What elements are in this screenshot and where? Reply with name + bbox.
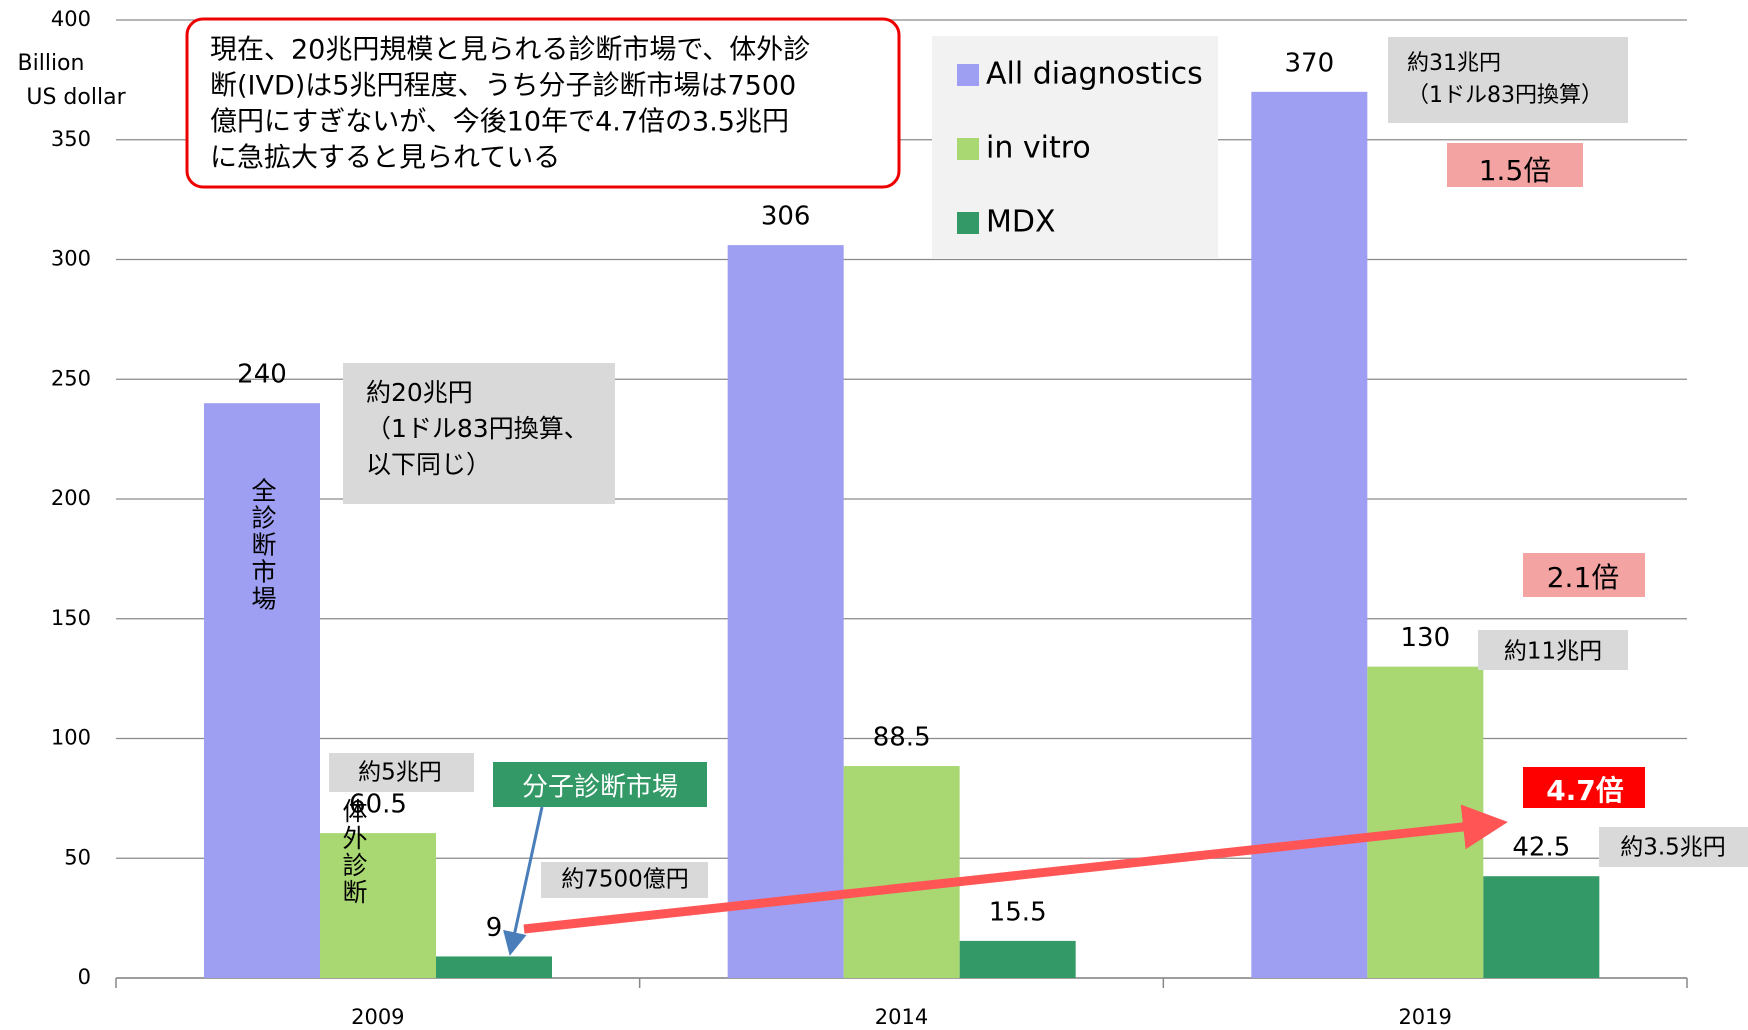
arrow: [523, 804, 1508, 934]
bar: [959, 940, 1076, 978]
bar: [1251, 91, 1368, 979]
bar: [204, 403, 320, 978]
ratio-box: [1447, 143, 1583, 187]
annotation: 約31兆円: [1407, 51, 1501, 76]
annotation: 約11兆円: [1504, 639, 1602, 665]
ratio-box: [1523, 553, 1645, 597]
annotation: 4.7倍: [1546, 774, 1624, 807]
legend-label: MDX: [986, 205, 1056, 240]
legend-box: [932, 36, 1218, 259]
callout-box: [185, 17, 901, 189]
y-tick-label: 50: [64, 845, 91, 869]
annotation: 全診断市場: [248, 478, 277, 613]
bar: [1483, 876, 1600, 978]
note-box: [343, 363, 615, 504]
annotation: 現在、20兆円規模と見られる診断市場で、体外診: [210, 35, 810, 66]
annotation: 2.1倍: [1547, 561, 1620, 594]
y-tick-label: 150: [51, 606, 91, 630]
annotation: （1ドル83円換算、: [366, 414, 589, 443]
y-tick-label: 0: [78, 965, 91, 989]
label-box: [493, 762, 707, 807]
bar: [320, 833, 436, 978]
annotation: 体外診断: [339, 798, 368, 906]
x-tick-label: 2019: [1398, 1005, 1451, 1029]
y-tick-label: 100: [51, 726, 91, 750]
annotation: 断(IVD)は5兆円程度、うち分子診断市場は7500: [210, 71, 796, 102]
y-axis-label: Billion: [18, 51, 85, 76]
arrow: [503, 806, 544, 956]
data-label: 60.5: [349, 790, 407, 820]
legend-label: All diagnostics: [986, 57, 1203, 92]
annotation: 億円にすぎないが、今後10年で4.7倍の3.5兆円: [210, 107, 789, 138]
x-tick-label: 2014: [875, 1005, 928, 1029]
y-tick-label: 400: [51, 7, 91, 31]
y-tick-label: 350: [51, 127, 91, 151]
ratio-box: [1523, 767, 1645, 808]
x-tick-label: 2009: [351, 1005, 404, 1029]
y-tick-label: 250: [51, 366, 91, 390]
annotation: 約3.5兆円: [1620, 835, 1726, 861]
legend-swatch: [957, 64, 979, 86]
data-label: 370: [1285, 48, 1335, 78]
note-box: [1599, 827, 1748, 867]
data-label: 306: [761, 202, 811, 232]
data-label: 240: [237, 360, 287, 390]
annotation: 分子診断市場: [522, 773, 678, 803]
note-box: [541, 862, 708, 898]
note-box: [329, 753, 474, 792]
annotation: に急拡大すると見られている: [210, 143, 560, 174]
legend-swatch: [957, 138, 979, 160]
annotation: （1ドル83円換算）: [1407, 83, 1603, 108]
legend-swatch: [957, 212, 979, 234]
data-label: 130: [1401, 623, 1451, 653]
legend-label: in vitro: [986, 131, 1091, 166]
bar: [727, 245, 844, 978]
y-tick-label: 200: [51, 486, 91, 510]
annotation: 以下同じ）: [366, 450, 491, 479]
data-label: 88.5: [873, 723, 931, 753]
annotation: 1.5倍: [1479, 154, 1552, 187]
y-axis-label: US dollar: [26, 85, 126, 110]
annotation: 約7500億円: [561, 867, 689, 893]
annotation: 約5兆円: [358, 760, 442, 786]
data-label: 15.5: [989, 897, 1047, 927]
data-label: 9: [486, 913, 503, 943]
annotation: 約20兆円: [366, 378, 473, 407]
data-label: 42.5: [1512, 833, 1570, 863]
note-box: [1478, 630, 1628, 670]
bar: [843, 766, 960, 978]
y-tick-label: 300: [51, 247, 91, 271]
bar: [436, 956, 552, 978]
note-box: [1388, 37, 1628, 123]
